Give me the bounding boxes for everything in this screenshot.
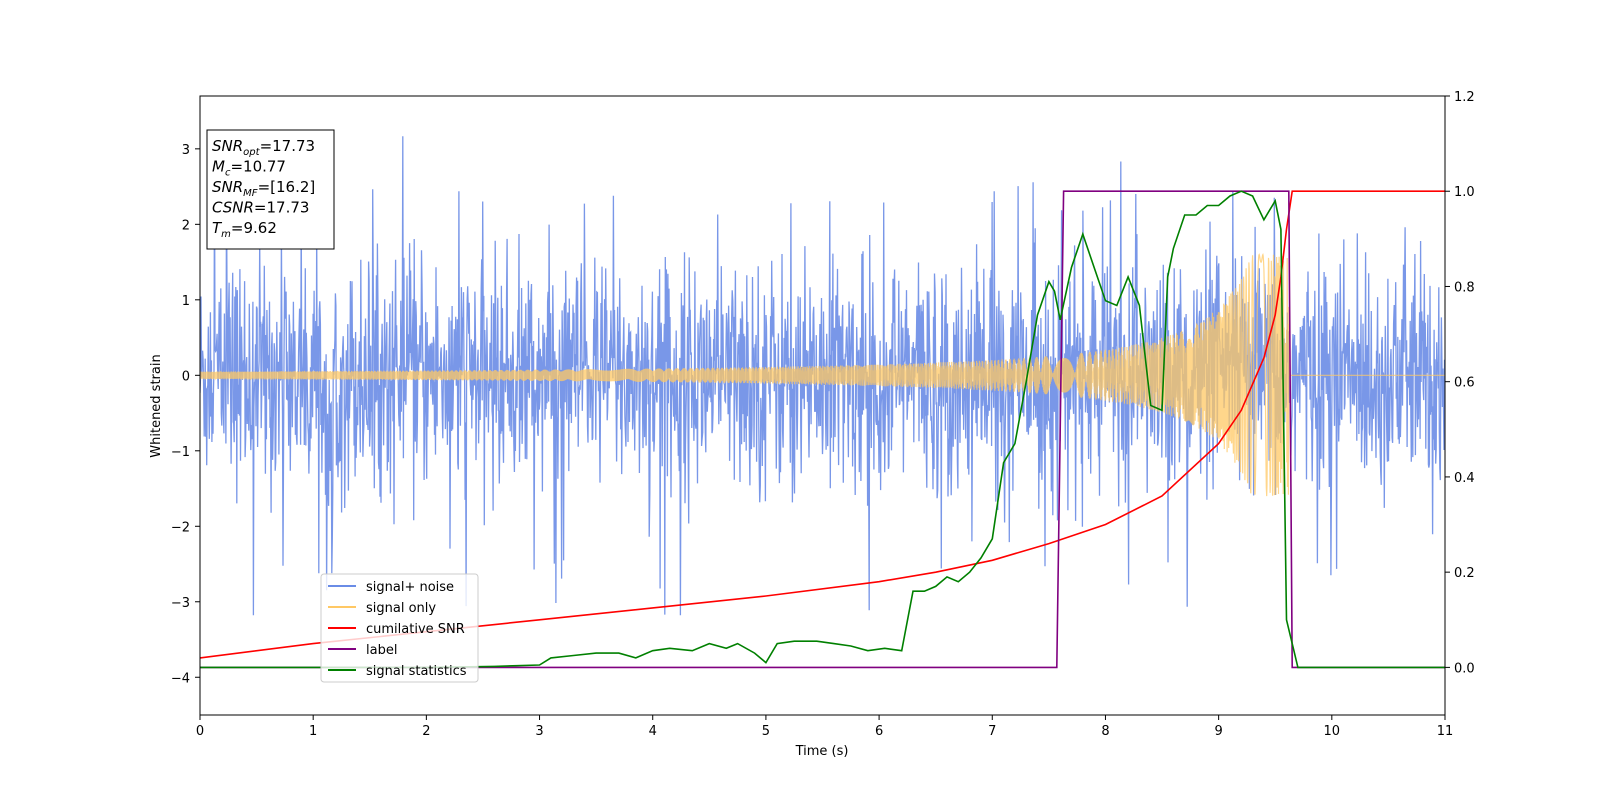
y-right-tick-label: 1.0: [1454, 185, 1475, 200]
legend-entry: cumilative SNR: [366, 622, 465, 637]
info-box: SNRopt=17.73Mc=10.77SNRMF=[16.2]CSNR=17.…: [206, 129, 335, 250]
y-left-tick-label: −1: [171, 445, 190, 460]
info-line: SNRopt=17.73: [212, 137, 315, 158]
x-tick-label: 1: [309, 724, 317, 739]
x-tick-label: 0: [196, 724, 204, 739]
plot-lines: [200, 136, 1445, 669]
x-tick-label: 5: [762, 724, 770, 739]
y-left-tick-label: −2: [171, 520, 190, 535]
x-tick-label: 10: [1324, 724, 1341, 739]
legend-entry: signal+ noise: [366, 580, 454, 595]
series-signal-statistics: [200, 190, 1445, 669]
y-right-tick-label: 0.0: [1454, 661, 1475, 676]
y-axis-label: Whitened strain: [149, 354, 164, 457]
info-line: Tm=9.62: [212, 219, 277, 240]
y-left-tick-label: 2: [182, 218, 190, 233]
info-line: CSNR=17.73: [212, 199, 309, 217]
x-tick-label: 8: [1101, 724, 1109, 739]
legend-entry: signal only: [366, 601, 436, 616]
x-axis-ticks: 0 1 2 3 4 5 6 7 8 9 10 11: [196, 715, 1453, 739]
plot-frame: [199, 95, 1446, 716]
x-tick-label: 4: [649, 724, 657, 739]
y-right-tick-label: 0.8: [1454, 280, 1475, 295]
legend-entry: label: [366, 643, 397, 658]
series-cumulative-snr: [200, 190, 1445, 659]
y-left-tick-label: −3: [171, 596, 190, 611]
info-box-frame: [206, 129, 335, 250]
y-left-tick-label: −4: [171, 671, 190, 686]
y-right-axis-ticks: 0.0 0.2 0.4 0.6 0.8 1.0 1.2: [1445, 90, 1475, 676]
x-tick-label: 3: [535, 724, 543, 739]
y-right-tick-label: 0.2: [1454, 566, 1475, 581]
x-tick-label: 9: [1214, 724, 1222, 739]
x-tick-label: 2: [422, 724, 430, 739]
x-tick-label: 7: [988, 724, 996, 739]
legend: signal+ noise signal only cumilative SNR la…: [320, 573, 479, 683]
y-right-tick-label: 0.6: [1454, 376, 1475, 391]
x-tick-label: 11: [1437, 724, 1454, 739]
series-signal-only: [200, 252, 1445, 497]
x-tick-label: 6: [875, 724, 883, 739]
y-left-axis-ticks: −4 −3 −2 −1 0 1 2 3: [171, 143, 200, 686]
info-line: Mc=10.77: [212, 158, 286, 179]
y-right-tick-label: 0.4: [1454, 471, 1475, 486]
x-axis-label: Time (s): [795, 744, 849, 759]
info-line: SNRMF=[16.2]: [212, 178, 315, 199]
y-right-tick-label: 1.2: [1454, 90, 1475, 105]
y-left-tick-label: 3: [182, 143, 190, 158]
legend-entry: signal statistics: [366, 664, 467, 679]
y-left-tick-label: 1: [182, 294, 190, 309]
y-left-tick-label: 0: [182, 369, 190, 384]
legend-frame: [320, 573, 479, 683]
